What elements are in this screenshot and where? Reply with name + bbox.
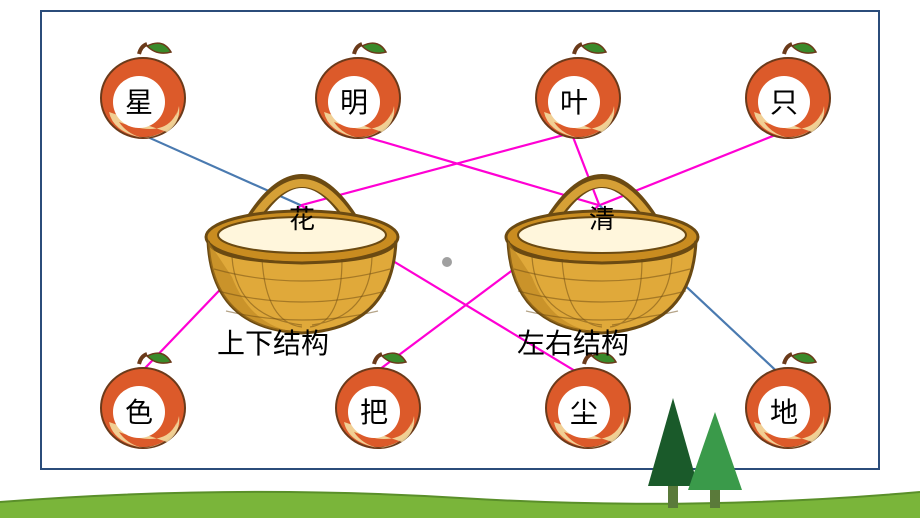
apple-ming: 明 (312, 42, 404, 142)
apple-di-char: 地 (760, 392, 808, 436)
apple-zhi-char: 只 (760, 82, 808, 126)
apple-ba-char: 把 (350, 392, 398, 436)
apple-ye-char: 叶 (550, 82, 598, 126)
grass-decor (0, 478, 920, 518)
apple-se: 色 (97, 352, 189, 452)
basket-qing-char: 清 (492, 199, 712, 236)
basket-hua-label: 上下结构 (217, 322, 329, 362)
apple-chen: 尘 (542, 352, 634, 452)
apple-ye: 叶 (532, 42, 624, 142)
apple-xing: 星 (97, 42, 189, 142)
basket-qing-label: 左右结构 (517, 322, 629, 362)
apple-zhi: 只 (742, 42, 834, 142)
basket-hua: 花 (192, 157, 412, 347)
center-dot (442, 257, 452, 267)
apple-ba: 把 (332, 352, 424, 452)
apple-chen-char: 尘 (560, 392, 608, 436)
trees-decor (640, 398, 760, 508)
apple-se-char: 色 (115, 392, 163, 436)
apple-ming-char: 明 (330, 82, 378, 126)
apple-xing-char: 星 (115, 82, 163, 126)
basket-hua-char: 花 (192, 199, 412, 236)
basket-qing: 清 (492, 157, 712, 347)
